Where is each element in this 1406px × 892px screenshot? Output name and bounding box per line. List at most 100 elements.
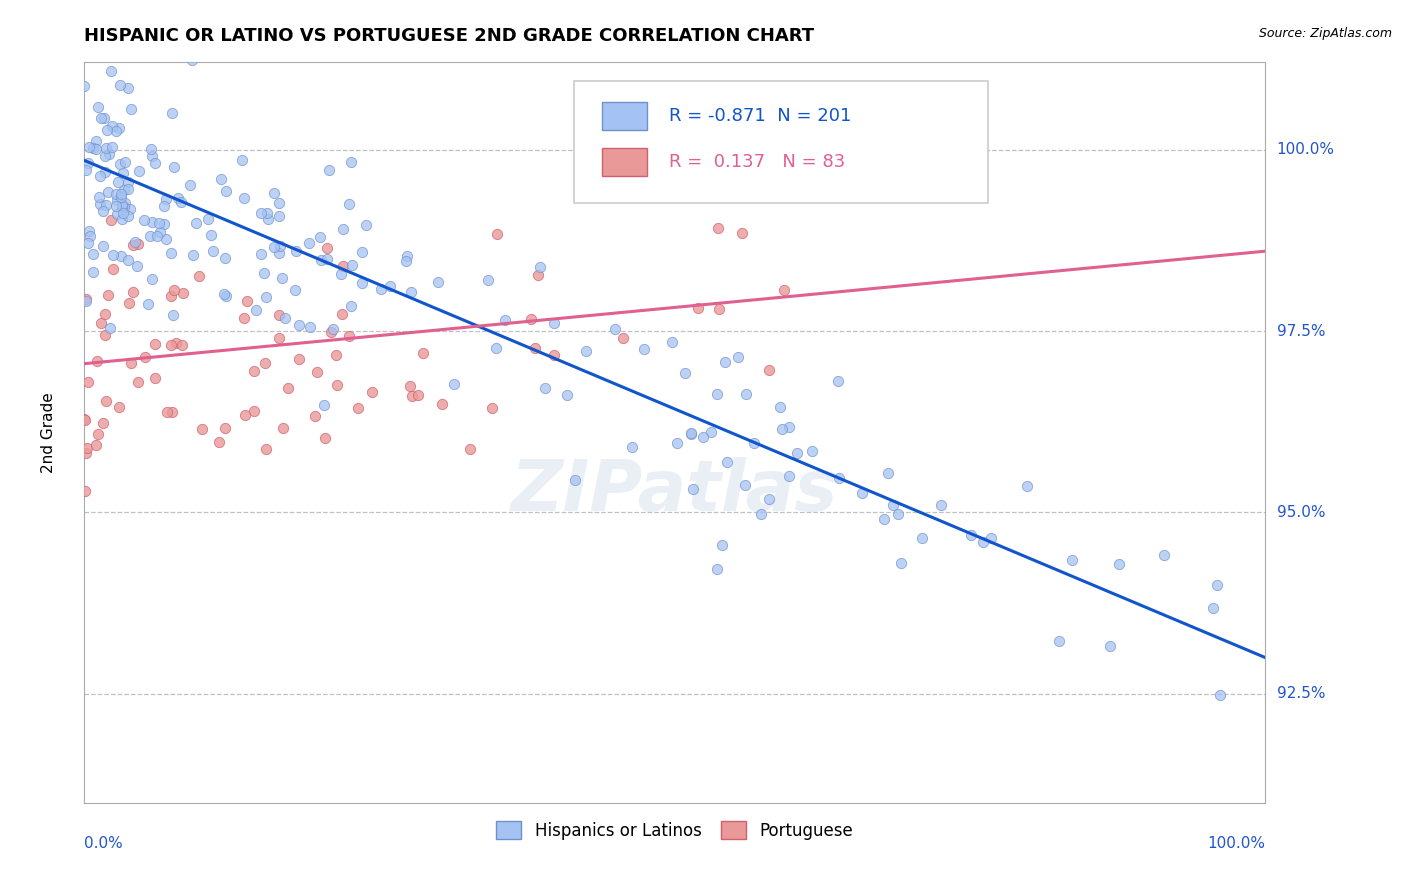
Point xyxy=(111,206,134,220)
Point xyxy=(543,317,565,331)
Point xyxy=(253,267,276,281)
Point xyxy=(288,318,311,333)
Point xyxy=(564,473,586,487)
Point xyxy=(94,307,117,321)
Point xyxy=(332,222,354,236)
Point xyxy=(269,239,291,253)
Point xyxy=(340,155,363,169)
Point xyxy=(233,191,256,205)
Point xyxy=(287,352,309,367)
Point xyxy=(184,216,207,230)
Point xyxy=(325,378,347,392)
Point xyxy=(778,469,800,483)
Point xyxy=(481,401,503,415)
Point xyxy=(96,141,118,155)
Point xyxy=(191,422,214,436)
Point xyxy=(155,193,177,207)
Point xyxy=(91,239,114,253)
Point xyxy=(87,190,110,204)
Point xyxy=(267,308,290,322)
Point xyxy=(117,81,139,95)
Point xyxy=(267,209,290,223)
Point xyxy=(136,297,159,311)
Point xyxy=(263,186,285,201)
Point xyxy=(851,486,873,500)
Point xyxy=(1208,689,1230,703)
Point xyxy=(215,289,238,303)
Point xyxy=(90,111,112,125)
Point xyxy=(128,164,150,178)
Point xyxy=(87,100,110,114)
Point xyxy=(298,236,321,251)
Point xyxy=(73,484,96,499)
Point xyxy=(149,225,172,239)
Point xyxy=(122,238,145,252)
Point xyxy=(165,336,187,351)
Point xyxy=(253,356,276,370)
Point xyxy=(700,425,723,439)
Point xyxy=(277,381,299,395)
Point xyxy=(257,211,280,226)
Point xyxy=(73,79,96,94)
Point xyxy=(285,244,308,259)
Point xyxy=(73,412,96,426)
Point xyxy=(98,147,121,161)
Point xyxy=(86,142,108,156)
Legend: Hispanics or Latinos, Portuguese: Hispanics or Latinos, Portuguese xyxy=(489,814,860,847)
Point xyxy=(666,435,689,450)
Point xyxy=(527,268,550,282)
Point xyxy=(108,400,131,414)
Point xyxy=(401,389,423,403)
Point xyxy=(134,350,156,364)
Point xyxy=(138,229,160,244)
Point xyxy=(972,534,994,549)
Point xyxy=(141,149,163,163)
Point xyxy=(877,467,900,481)
Point xyxy=(146,229,169,244)
Point xyxy=(82,247,104,261)
Point xyxy=(208,435,231,450)
Point xyxy=(267,245,290,260)
Point xyxy=(96,185,118,199)
Point xyxy=(94,149,117,163)
Point xyxy=(304,409,326,423)
Point xyxy=(118,296,141,310)
Point xyxy=(153,199,176,213)
Point xyxy=(827,374,849,388)
Point xyxy=(143,156,166,170)
Point xyxy=(160,404,183,418)
Point xyxy=(309,252,332,267)
Point xyxy=(412,345,434,359)
Point xyxy=(340,299,363,313)
Point xyxy=(308,230,330,244)
Point xyxy=(139,142,162,156)
Point xyxy=(214,421,236,435)
Point xyxy=(73,413,96,427)
Point xyxy=(873,511,896,525)
Text: 0.0%: 0.0% xyxy=(84,836,124,851)
Point xyxy=(127,259,149,273)
Point xyxy=(90,316,112,330)
Point xyxy=(77,155,100,169)
Point xyxy=(543,348,565,362)
Point xyxy=(96,394,118,409)
Point xyxy=(84,34,107,48)
Point xyxy=(1206,578,1229,592)
Point xyxy=(141,271,163,285)
Point xyxy=(406,388,429,402)
Point xyxy=(84,437,107,451)
Point xyxy=(235,408,257,422)
Point xyxy=(298,320,321,334)
Point xyxy=(330,267,353,281)
Point xyxy=(322,321,344,335)
Point xyxy=(688,301,710,315)
Point xyxy=(111,211,134,226)
Point xyxy=(155,405,177,419)
Point xyxy=(79,229,101,244)
Point xyxy=(735,387,758,401)
Point xyxy=(82,265,104,279)
Point xyxy=(486,227,509,241)
Point xyxy=(235,294,257,309)
Point xyxy=(337,197,360,211)
Point xyxy=(105,207,128,221)
